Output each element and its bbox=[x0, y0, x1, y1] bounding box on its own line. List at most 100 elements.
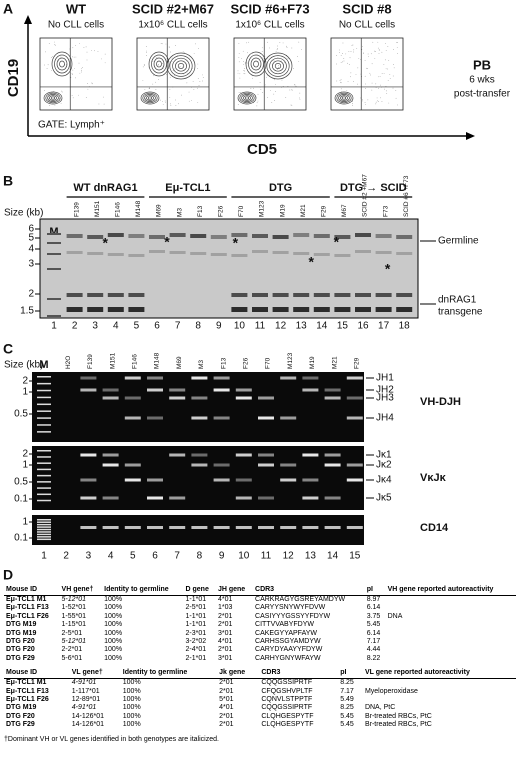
band bbox=[258, 416, 274, 420]
band bbox=[87, 307, 104, 312]
event-dot bbox=[289, 89, 291, 91]
header-row: Mouse ID VL gene† Identity to germline Jk g… bbox=[4, 669, 516, 680]
band bbox=[346, 478, 363, 482]
contour bbox=[175, 60, 187, 72]
event-dot bbox=[51, 57, 52, 58]
event-dot bbox=[286, 47, 288, 48]
event-dot bbox=[275, 50, 277, 52]
event-dot bbox=[342, 42, 344, 44]
table-cell bbox=[386, 596, 516, 605]
event-dot bbox=[162, 63, 163, 64]
event-dot bbox=[297, 56, 298, 57]
band bbox=[293, 307, 310, 312]
ladder-band bbox=[47, 253, 61, 255]
table-cell: CARYDYAAYYFDYW bbox=[255, 646, 323, 654]
event-dot bbox=[384, 59, 386, 61]
event-dot bbox=[237, 72, 239, 74]
event-dot bbox=[73, 56, 75, 58]
header-cell: VL gene† bbox=[69, 669, 121, 680]
lane-number: 6 bbox=[152, 551, 158, 562]
band bbox=[124, 416, 141, 420]
asterisk: * bbox=[102, 235, 108, 251]
table-cell: 1-55*01 bbox=[61, 612, 87, 620]
band bbox=[80, 388, 97, 392]
contour bbox=[272, 60, 284, 72]
event-dot bbox=[152, 61, 154, 62]
gel-name: CD14 bbox=[420, 522, 449, 534]
lane-number: 12 bbox=[275, 321, 287, 332]
event-dot bbox=[195, 43, 196, 45]
event-dot bbox=[282, 42, 284, 44]
event-dot bbox=[260, 89, 262, 90]
size-tick: 0.5 bbox=[14, 477, 28, 488]
event-dot bbox=[86, 59, 88, 61]
band bbox=[346, 416, 363, 420]
lane-number: 8 bbox=[195, 321, 201, 332]
event-dot bbox=[199, 81, 201, 82]
event-dot bbox=[301, 48, 302, 50]
event-dot bbox=[261, 51, 263, 52]
table-cell: 100% bbox=[122, 679, 141, 687]
lane-number: 13 bbox=[305, 551, 317, 562]
event-dot bbox=[372, 41, 374, 43]
event-dot bbox=[376, 97, 378, 99]
band bbox=[102, 388, 119, 392]
band bbox=[235, 478, 252, 482]
band bbox=[102, 396, 119, 400]
table-row: Eμ-TCL1 F13 1-117*01 100% 2*01 CFQGSHVPLTF 7.… bbox=[4, 688, 516, 696]
band bbox=[107, 307, 124, 312]
band bbox=[191, 453, 208, 457]
event-dot bbox=[291, 47, 293, 49]
band bbox=[107, 253, 124, 256]
band-label: Germline bbox=[438, 236, 479, 247]
event-dot bbox=[87, 83, 88, 84]
contour bbox=[266, 55, 290, 77]
event-dot bbox=[286, 45, 287, 47]
table-cell: CLQHGESPYTF bbox=[261, 721, 314, 729]
contour bbox=[177, 63, 185, 69]
header-cell: CDR3 bbox=[259, 669, 339, 680]
band bbox=[213, 416, 230, 420]
band bbox=[231, 307, 248, 312]
event-dot bbox=[336, 94, 338, 96]
event-dot bbox=[353, 81, 354, 82]
event-dot bbox=[378, 87, 379, 89]
size-tick: 1 bbox=[22, 460, 28, 471]
event-dot bbox=[78, 94, 79, 96]
band bbox=[324, 388, 341, 392]
band bbox=[210, 235, 227, 239]
gate-label: GATE: Lymph⁺ bbox=[38, 120, 105, 131]
table-cell: 100% bbox=[122, 712, 141, 720]
band-label: JH1 bbox=[376, 373, 394, 384]
band bbox=[213, 376, 230, 380]
event-dot bbox=[340, 88, 342, 90]
event-dot bbox=[378, 50, 380, 51]
event-dot bbox=[72, 69, 74, 71]
band bbox=[272, 293, 289, 297]
lane-name: F139 bbox=[87, 354, 94, 369]
event-dot bbox=[179, 66, 181, 67]
band bbox=[313, 293, 330, 297]
event-dot bbox=[356, 48, 358, 50]
event-dot bbox=[397, 53, 398, 54]
table-cell: CASIYYYGSSYYFDYW bbox=[255, 612, 331, 620]
band bbox=[102, 463, 119, 467]
event-dot bbox=[362, 100, 363, 102]
band bbox=[87, 235, 104, 239]
event-dot bbox=[348, 50, 350, 52]
band bbox=[128, 307, 145, 312]
band-label: Jκ5 bbox=[376, 493, 392, 504]
axis-arrow bbox=[466, 132, 475, 140]
event-dot bbox=[72, 74, 73, 75]
contour bbox=[51, 51, 73, 77]
side-note: post-transfer bbox=[454, 89, 511, 100]
band bbox=[66, 234, 83, 238]
event-dot bbox=[385, 90, 387, 92]
ladder-band bbox=[37, 468, 51, 471]
table-row: Eμ-TCL1 F26 1-55*01 100% 1-1*01 2*01 CASIYYYG… bbox=[4, 613, 516, 621]
event-dot bbox=[261, 47, 263, 49]
contour bbox=[146, 95, 154, 101]
event-dot bbox=[101, 58, 102, 60]
event-dot bbox=[287, 58, 289, 59]
contour bbox=[140, 91, 160, 105]
